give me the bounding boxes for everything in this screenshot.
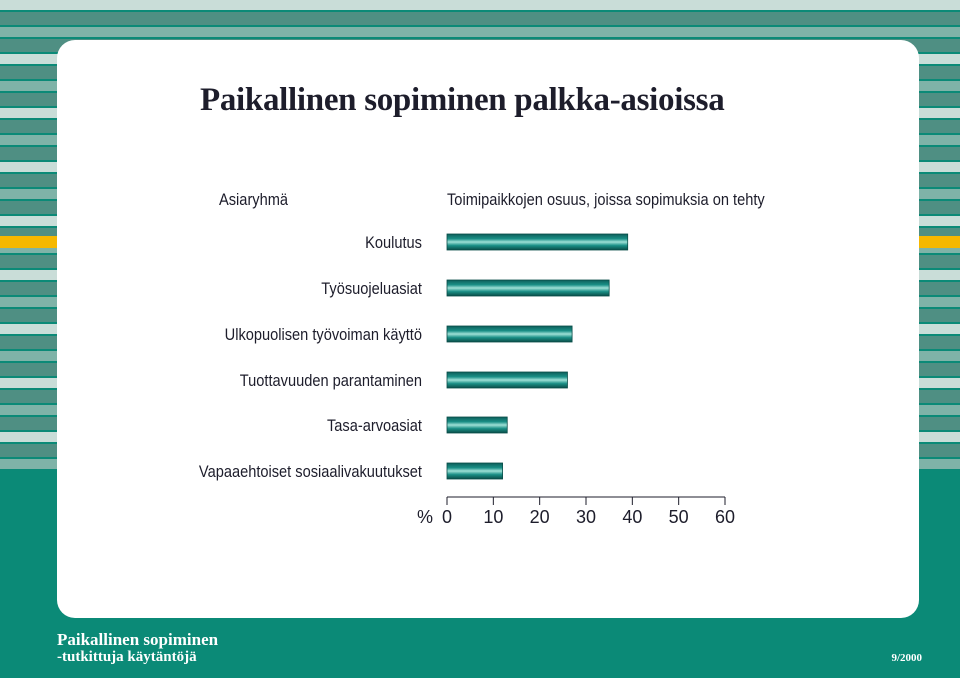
stripe	[0, 0, 960, 10]
category-label: Koulutus	[365, 234, 422, 252]
category-label: Ulkopuolisen työvoiman käyttö	[225, 326, 423, 344]
page-title: Paikallinen sopiminen palkka-asioissa	[200, 82, 725, 118]
x-tick-label: 60	[715, 507, 735, 527]
bar	[446, 416, 508, 434]
value-header: Toimipaikkojen osuus, joissa sopimuksia …	[447, 190, 765, 209]
issue-number: 9/2000	[891, 652, 922, 664]
unit-label: %	[417, 507, 433, 527]
footer-title: Paikallinen sopiminen	[57, 630, 219, 649]
x-tick-label: 30	[576, 507, 596, 527]
stripe	[0, 27, 960, 37]
bar	[446, 325, 573, 343]
bar	[446, 462, 503, 480]
x-tick-label: 0	[442, 507, 452, 527]
x-tick-label: 50	[669, 507, 689, 527]
x-tick-label: 20	[530, 507, 550, 527]
x-tick-label: 10	[483, 507, 503, 527]
category-label: Tuottavuuden parantaminen	[240, 372, 422, 390]
footer-subtitle: -tutkittuja käytäntöjä	[57, 649, 197, 665]
category-label: Tasa-arvoasiat	[327, 417, 423, 435]
x-tick-label: 40	[622, 507, 642, 527]
stripe	[0, 12, 960, 25]
category-label: Vapaaehtoiset sosiaalivakuutukset	[199, 463, 423, 481]
bar	[446, 233, 629, 251]
category-header: Asiaryhmä	[219, 190, 289, 209]
bar	[446, 371, 568, 389]
bar	[446, 279, 610, 297]
category-label: Työsuojeluasiat	[321, 280, 422, 298]
